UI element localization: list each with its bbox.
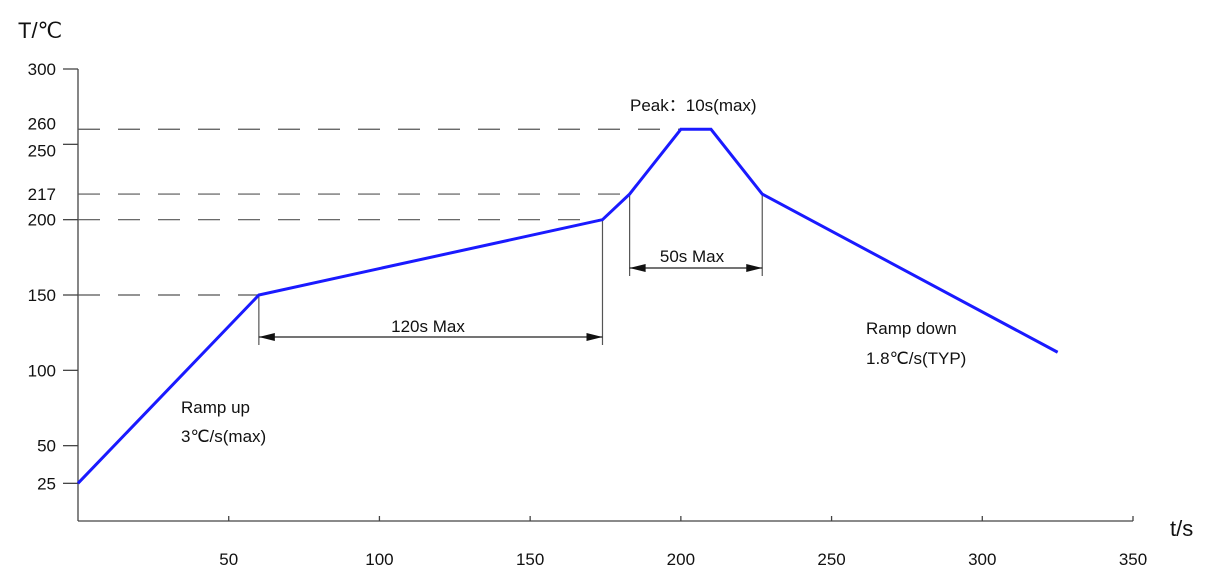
dimension-label-50s: 50s Max <box>660 247 725 266</box>
y-tick-label: 217 <box>28 185 56 204</box>
x-tick-label: 150 <box>516 550 544 569</box>
y-tick-label: 100 <box>28 361 56 380</box>
annotation-ramp-down: Ramp down <box>866 319 957 338</box>
annotation-ramp-up-rate: 3℃/s(max) <box>181 427 266 446</box>
y-tick-label: 25 <box>37 474 56 493</box>
dimension-arrow-left <box>258 333 275 341</box>
x-tick-label: 100 <box>365 550 393 569</box>
annotation-ramp-up: Ramp up <box>181 398 250 417</box>
y-tick-label: 200 <box>28 211 56 230</box>
x-axis-label: t/s <box>1170 516 1193 541</box>
dimension-arrow-right <box>586 333 603 341</box>
annotation-ramp-down-rate: 1.8℃/s(TYP) <box>866 349 966 368</box>
y-tick-label: 150 <box>28 286 56 305</box>
y-tick-label: 260 <box>28 114 56 133</box>
annotation-peak: Peak：10s(max) <box>630 96 757 115</box>
y-tick-label: 250 <box>28 141 56 160</box>
x-tick-label: 350 <box>1119 550 1147 569</box>
x-tick-label: 300 <box>968 550 996 569</box>
y-axis-label: T/℃ <box>18 18 62 43</box>
dimension-label-120s: 120s Max <box>391 317 465 336</box>
x-tick-label: 200 <box>667 550 695 569</box>
x-tick-label: 50 <box>219 550 238 569</box>
dimension-arrow-right <box>746 264 763 272</box>
y-tick-label: 300 <box>28 60 56 79</box>
dimension-arrow-left <box>629 264 646 272</box>
temperature-profile-line <box>76 127 1059 485</box>
y-tick-label: 50 <box>37 437 56 456</box>
x-tick-label: 250 <box>817 550 845 569</box>
